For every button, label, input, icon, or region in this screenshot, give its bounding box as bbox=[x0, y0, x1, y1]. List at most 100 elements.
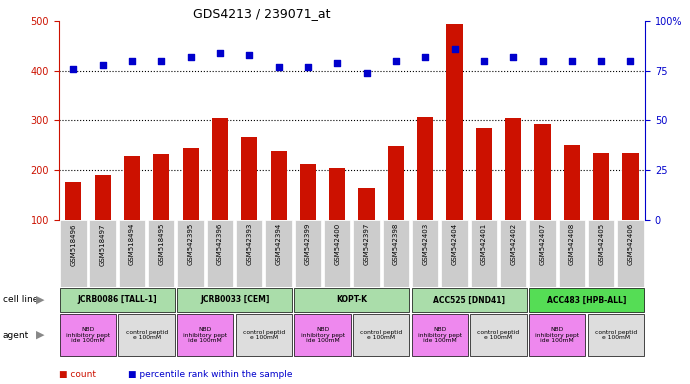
Point bbox=[97, 62, 108, 68]
Text: control peptid
e 100mM: control peptid e 100mM bbox=[360, 329, 402, 341]
Point bbox=[332, 60, 343, 66]
Bar bbox=[388, 146, 404, 269]
Text: NBD
inhibitory pept
ide 100mM: NBD inhibitory pept ide 100mM bbox=[184, 327, 227, 343]
FancyBboxPatch shape bbox=[60, 220, 86, 287]
Text: GSM542399: GSM542399 bbox=[305, 223, 311, 265]
FancyBboxPatch shape bbox=[529, 314, 585, 356]
Bar bbox=[476, 128, 492, 269]
Text: GSM542408: GSM542408 bbox=[569, 223, 575, 265]
FancyBboxPatch shape bbox=[148, 220, 175, 287]
FancyBboxPatch shape bbox=[471, 220, 497, 287]
Point bbox=[302, 64, 313, 70]
FancyBboxPatch shape bbox=[119, 220, 145, 287]
FancyBboxPatch shape bbox=[295, 314, 351, 356]
FancyBboxPatch shape bbox=[119, 314, 175, 356]
Text: cell line: cell line bbox=[3, 295, 38, 305]
Text: control peptid
e 100mM: control peptid e 100mM bbox=[595, 329, 637, 341]
Text: ACC525 [DND41]: ACC525 [DND41] bbox=[433, 295, 505, 305]
Text: GSM542396: GSM542396 bbox=[217, 223, 223, 265]
FancyBboxPatch shape bbox=[60, 288, 175, 312]
FancyBboxPatch shape bbox=[266, 220, 292, 287]
FancyBboxPatch shape bbox=[412, 220, 438, 287]
Text: GSM542400: GSM542400 bbox=[334, 223, 340, 265]
Bar bbox=[212, 118, 228, 269]
FancyBboxPatch shape bbox=[177, 288, 292, 312]
Bar bbox=[95, 175, 110, 269]
FancyBboxPatch shape bbox=[559, 220, 585, 287]
Text: ■ percentile rank within the sample: ■ percentile rank within the sample bbox=[128, 370, 292, 379]
Point bbox=[566, 58, 578, 64]
Point bbox=[68, 66, 79, 72]
FancyBboxPatch shape bbox=[295, 288, 409, 312]
Point bbox=[244, 52, 255, 58]
Bar bbox=[417, 117, 433, 269]
FancyBboxPatch shape bbox=[588, 220, 614, 287]
Text: GSM542404: GSM542404 bbox=[451, 223, 457, 265]
FancyBboxPatch shape bbox=[324, 220, 351, 287]
Bar bbox=[505, 118, 521, 269]
FancyBboxPatch shape bbox=[90, 220, 116, 287]
Point bbox=[215, 50, 226, 56]
Bar bbox=[564, 145, 580, 269]
Point bbox=[420, 54, 431, 60]
Point bbox=[156, 58, 167, 64]
FancyBboxPatch shape bbox=[177, 314, 233, 356]
FancyBboxPatch shape bbox=[60, 314, 116, 356]
Text: control peptid
e 100mM: control peptid e 100mM bbox=[126, 329, 168, 341]
FancyBboxPatch shape bbox=[295, 220, 321, 287]
FancyBboxPatch shape bbox=[236, 220, 262, 287]
Text: control peptid
e 100mM: control peptid e 100mM bbox=[243, 329, 285, 341]
Text: ■ count: ■ count bbox=[59, 370, 96, 379]
Text: GSM542406: GSM542406 bbox=[627, 223, 633, 265]
Text: GSM518494: GSM518494 bbox=[129, 223, 135, 265]
Bar bbox=[300, 164, 316, 269]
Point bbox=[508, 54, 519, 60]
Bar bbox=[446, 23, 462, 269]
Point bbox=[449, 46, 460, 52]
FancyBboxPatch shape bbox=[412, 288, 526, 312]
Bar bbox=[535, 124, 551, 269]
Text: GSM518496: GSM518496 bbox=[70, 223, 77, 265]
FancyBboxPatch shape bbox=[412, 314, 468, 356]
Point bbox=[361, 70, 372, 76]
Text: GSM542394: GSM542394 bbox=[275, 223, 282, 265]
Text: agent: agent bbox=[3, 331, 29, 339]
FancyBboxPatch shape bbox=[500, 220, 526, 287]
Text: NBD
inhibitory pept
ide 100mM: NBD inhibitory pept ide 100mM bbox=[301, 327, 344, 343]
Text: JCRB0033 [CEM]: JCRB0033 [CEM] bbox=[200, 295, 269, 305]
FancyBboxPatch shape bbox=[236, 314, 292, 356]
FancyBboxPatch shape bbox=[588, 314, 644, 356]
FancyBboxPatch shape bbox=[353, 220, 380, 287]
FancyBboxPatch shape bbox=[618, 220, 644, 287]
Text: control peptid
e 100mM: control peptid e 100mM bbox=[477, 329, 520, 341]
Bar bbox=[183, 148, 199, 269]
Bar bbox=[270, 151, 286, 269]
Bar bbox=[124, 156, 140, 269]
Point bbox=[595, 58, 607, 64]
Point bbox=[185, 54, 196, 60]
Bar bbox=[593, 153, 609, 269]
Point bbox=[126, 58, 137, 64]
FancyBboxPatch shape bbox=[471, 314, 526, 356]
FancyBboxPatch shape bbox=[207, 220, 233, 287]
Text: GSM518497: GSM518497 bbox=[99, 223, 106, 265]
FancyBboxPatch shape bbox=[383, 220, 409, 287]
Text: ▶: ▶ bbox=[36, 295, 44, 305]
Text: GSM542407: GSM542407 bbox=[540, 223, 546, 265]
Bar bbox=[329, 168, 345, 269]
FancyBboxPatch shape bbox=[177, 220, 204, 287]
Text: GDS4213 / 239071_at: GDS4213 / 239071_at bbox=[193, 7, 331, 20]
Text: NBD
inhibitory pept
ide 100mM: NBD inhibitory pept ide 100mM bbox=[535, 327, 579, 343]
Bar bbox=[66, 182, 81, 269]
FancyBboxPatch shape bbox=[529, 288, 644, 312]
Point bbox=[478, 58, 489, 64]
Text: JCRB0086 [TALL-1]: JCRB0086 [TALL-1] bbox=[77, 295, 157, 305]
Text: ▶: ▶ bbox=[36, 330, 44, 340]
Bar bbox=[622, 153, 638, 269]
Bar bbox=[241, 137, 257, 269]
Text: GSM542403: GSM542403 bbox=[422, 223, 428, 265]
Text: GSM542395: GSM542395 bbox=[188, 223, 194, 265]
Text: GSM542405: GSM542405 bbox=[598, 223, 604, 265]
FancyBboxPatch shape bbox=[529, 220, 555, 287]
FancyBboxPatch shape bbox=[353, 314, 409, 356]
